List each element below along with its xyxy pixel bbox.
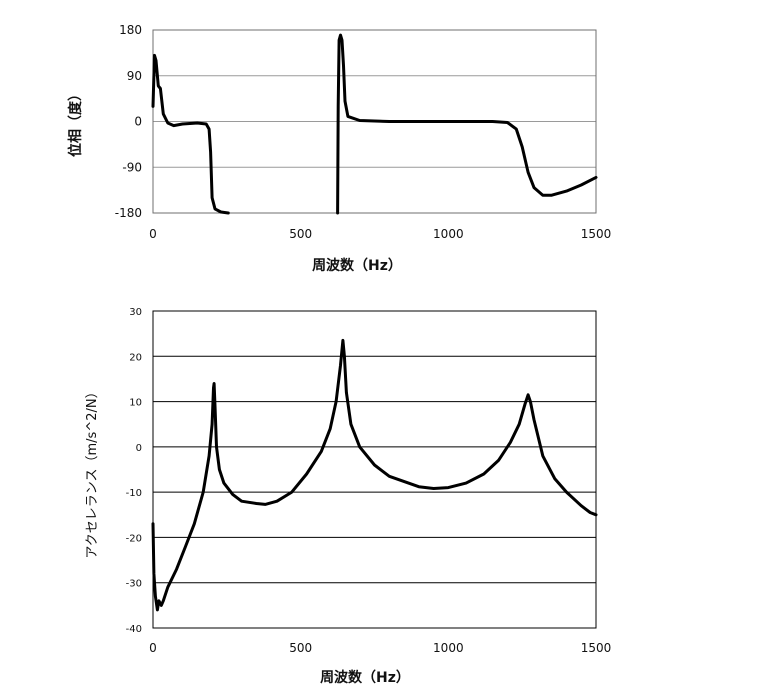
x-tick-label: 1000 bbox=[433, 227, 464, 241]
y-tick-label: 180 bbox=[119, 23, 142, 37]
x-tick-label: 1000 bbox=[433, 641, 464, 655]
x-tick-label: 0 bbox=[149, 227, 157, 241]
phase-x-axis-label: 周波数（Hz） bbox=[312, 257, 402, 274]
x-tick-label: 500 bbox=[289, 227, 312, 241]
accelerance-y-axis-label: アクセレランス（m/s^2/N） bbox=[85, 385, 100, 558]
y-tick-label: 30 bbox=[129, 307, 142, 318]
y-tick-label: -30 bbox=[126, 579, 142, 590]
series-line-segment-0 bbox=[151, 338, 598, 612]
phase-chart: 180 90 0 -90 -180 0 500 1000 1500 周波数（Hz） 位相（度） bbox=[67, 23, 611, 274]
y-tick-label: -40 bbox=[126, 624, 142, 635]
accelerance-plot-frame bbox=[152, 310, 597, 629]
x-tick-label: 0 bbox=[149, 641, 157, 655]
series-line-segment-1 bbox=[336, 33, 598, 215]
phase-y-axis-label: 位相（度） bbox=[67, 87, 84, 157]
y-tick-label: 0 bbox=[134, 115, 142, 129]
x-tick-label: 1500 bbox=[581, 227, 612, 241]
accelerance-chart: 30 20 10 0 -10 -20 -30 -40 0 500 1000 1500 周波数（Hz）… bbox=[85, 307, 611, 686]
x-tick-label: 1500 bbox=[581, 641, 612, 655]
x-tick-label: 500 bbox=[289, 641, 312, 655]
y-tick-label: -180 bbox=[115, 206, 142, 220]
y-tick-label: -90 bbox=[122, 160, 142, 174]
y-tick-label: -10 bbox=[126, 488, 142, 499]
y-tick-label: 10 bbox=[129, 398, 142, 409]
y-tick-label: 20 bbox=[129, 352, 142, 363]
series-line-segment-0 bbox=[151, 53, 230, 215]
y-tick-label: 0 bbox=[136, 443, 142, 454]
y-tick-label: -20 bbox=[126, 533, 142, 544]
phase-plot-frame bbox=[152, 29, 597, 214]
accelerance-x-axis-label: 周波数（Hz） bbox=[320, 669, 410, 686]
y-tick-label: 90 bbox=[127, 69, 142, 83]
